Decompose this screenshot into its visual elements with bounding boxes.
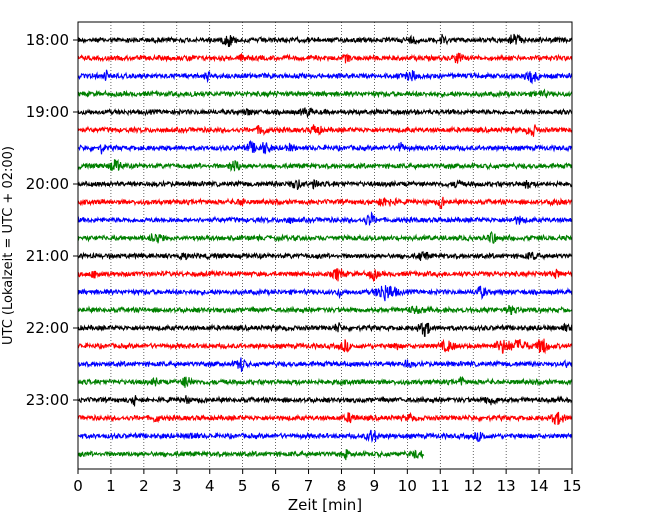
trace-line [77,211,573,226]
trace-line [77,357,573,373]
y-tick-label: 23:00 [26,391,69,409]
x-tick-label: 9 [370,477,380,495]
trace-line [77,322,573,337]
trace-line [77,196,573,210]
trace-line [77,267,573,283]
x-tick-label: 7 [304,477,314,495]
x-tick-label: 10 [398,477,417,495]
x-tick-label: 8 [337,477,347,495]
x-tick-label: 1 [106,477,116,495]
x-axis-label: Zeit [min] [288,496,362,514]
y-tick-label: 22:00 [26,319,69,337]
trace-line [77,139,573,155]
trace-line [77,158,573,173]
x-tick-label: 14 [530,477,549,495]
y-axis-label: UTC (Lokalzeit = UTC + 02:00) [1,146,16,345]
trace-line [77,107,573,119]
grid-lines [110,22,540,469]
x-tick-label: 15 [562,477,581,495]
trace-line [77,250,573,261]
trace-line [77,449,425,461]
trace-line [77,69,573,85]
x-tick-label: 0 [73,477,83,495]
y-ticks: 18:00 19:00 20:00 21:00 22:00 23:00 [26,31,78,409]
x-ticks: 0 1 2 3 4 5 6 7 8 9 10 11 12 13 14 15 [73,469,582,495]
trace-line [77,230,573,244]
x-tick-label: 6 [271,477,281,495]
x-tick-label: 2 [139,477,149,495]
x-tick-label: 4 [205,477,215,495]
trace-line [77,395,573,407]
trace-line [77,285,573,302]
y-tick-label: 19:00 [26,103,69,121]
trace-line [77,338,573,355]
trace-line [77,411,573,426]
trace-line [77,179,573,190]
trace-line [77,376,573,388]
x-tick-label: 5 [238,477,248,495]
y-tick-label: 21:00 [26,247,69,265]
trace-lines [77,33,573,461]
trace-line [77,88,573,99]
x-tick-label: 3 [172,477,182,495]
trace-line [77,124,573,137]
x-tick-label: 13 [497,477,516,495]
y-tick-label: 20:00 [26,175,69,193]
trace-line [77,429,573,444]
trace-line [77,304,573,315]
x-tick-label: 12 [464,477,483,495]
trace-line [77,33,573,47]
x-tick-label: 11 [431,477,450,495]
trace-line [77,52,573,64]
y-tick-label: 18:00 [26,31,69,49]
plot-frame [77,21,573,470]
